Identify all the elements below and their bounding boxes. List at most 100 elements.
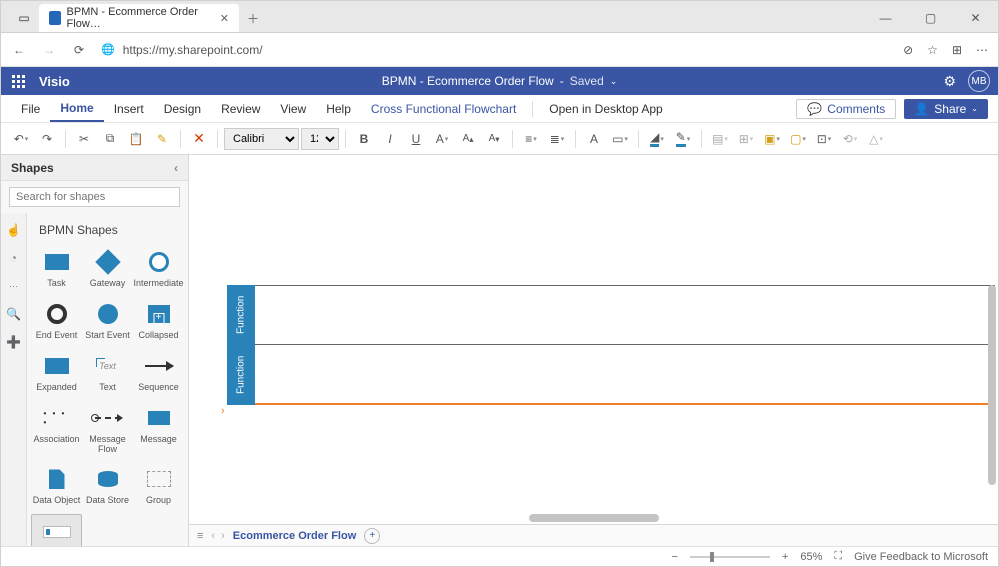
shape-task[interactable]: Task: [31, 245, 82, 293]
text-box-button[interactable]: A: [582, 127, 606, 151]
tab-help[interactable]: Help: [316, 95, 361, 122]
add-sheet-button[interactable]: +: [364, 528, 380, 544]
favorites-icon[interactable]: ☆: [927, 43, 938, 57]
shape-start-event[interactable]: Start Event: [82, 297, 133, 345]
shape-collapsed[interactable]: Collapsed: [133, 297, 184, 345]
feedback-link[interactable]: Give Feedback to Microsoft: [854, 551, 988, 563]
shape-end-event[interactable]: End Event: [31, 297, 82, 345]
rail-stencil-icon[interactable]: ◔: [5, 249, 23, 267]
format-painter-button[interactable]: ✎: [150, 127, 174, 151]
doc-title-group[interactable]: BPMN - Ecommerce Order Flow - Saved ⌄: [382, 74, 618, 88]
tab-review[interactable]: Review: [211, 95, 270, 122]
menu-icon[interactable]: ⋯: [976, 43, 988, 57]
back-button[interactable]: ←: [11, 43, 27, 57]
lane-1-body[interactable]: [255, 285, 995, 345]
lane-2-header[interactable]: Function: [227, 345, 255, 405]
collections-icon[interactable]: ⊞: [952, 43, 962, 57]
align-v-button[interactable]: ≣: [545, 127, 569, 151]
sheet-tab-active[interactable]: Ecommerce Order Flow: [233, 530, 357, 542]
rail-search-icon[interactable]: 🔍: [5, 305, 23, 323]
rail-quick-icon[interactable]: ☝: [5, 221, 23, 239]
shape-intermediate[interactable]: Intermediate: [133, 245, 184, 293]
zoom-slider[interactable]: [690, 556, 770, 558]
open-desktop-link[interactable]: Open in Desktop App: [539, 95, 672, 122]
tracking-icon[interactable]: ⊘: [903, 43, 913, 57]
refresh-button[interactable]: ⟳: [71, 43, 87, 57]
collapse-panel-icon[interactable]: ‹: [174, 161, 178, 175]
delete-button[interactable]: ✕: [187, 127, 211, 151]
rotate-button[interactable]: ⟲: [838, 127, 862, 151]
zoom-in-button[interactable]: +: [782, 551, 788, 563]
browser-tab-active[interactable]: BPMN - Ecommerce Order Flow… ✕: [39, 4, 239, 32]
new-tab-button[interactable]: ＋: [239, 4, 267, 32]
underline-button[interactable]: U: [404, 127, 428, 151]
tab-design[interactable]: Design: [154, 95, 211, 122]
cut-button[interactable]: ✂: [72, 127, 96, 151]
redo-button[interactable]: ↷: [35, 127, 59, 151]
paste-button[interactable]: 📋: [124, 127, 148, 151]
shape-group[interactable]: Group: [133, 462, 184, 510]
change-shape-button[interactable]: △: [864, 127, 888, 151]
rail-add-icon[interactable]: ➕: [5, 333, 23, 351]
line-color-button[interactable]: ✎: [671, 127, 695, 151]
selection-handle-icon[interactable]: ›: [221, 405, 225, 417]
fit-page-icon[interactable]: ⛶: [834, 550, 842, 563]
shape-association[interactable]: • • • •Association: [31, 401, 82, 459]
fill-color-button[interactable]: ◢: [645, 127, 669, 151]
lane-1-header[interactable]: Function: [227, 285, 255, 345]
user-avatar[interactable]: MB: [968, 70, 990, 92]
rail-more-icon[interactable]: ⋯: [5, 277, 23, 295]
settings-icon[interactable]: ⚙: [943, 73, 956, 90]
close-tab-icon[interactable]: ✕: [220, 12, 229, 25]
shape-data-store[interactable]: Data Store: [82, 462, 133, 510]
canvas[interactable]: Function Function › ≡ ‹ › Ecommerce Orde…: [189, 155, 998, 546]
shrink-font-button[interactable]: A▾: [482, 127, 506, 151]
shape-button[interactable]: ▭: [608, 127, 632, 151]
tab-cross-functional[interactable]: Cross Functional Flowchart: [361, 95, 526, 122]
zoom-level[interactable]: 65%: [800, 551, 822, 563]
copy-button[interactable]: ⧉: [98, 127, 122, 151]
swimlane-pool[interactable]: Function Function: [227, 285, 255, 405]
horizontal-scrollbar[interactable]: [529, 514, 659, 522]
font-size-select[interactable]: 12: [301, 128, 339, 150]
app-launcher-icon[interactable]: [1, 67, 35, 95]
shape-gateway[interactable]: Gateway: [82, 245, 133, 293]
undo-button[interactable]: ↶: [9, 127, 33, 151]
vertical-scrollbar[interactable]: [988, 285, 996, 485]
lane-2-body[interactable]: [255, 345, 995, 405]
forward-button[interactable]: →: [41, 43, 57, 57]
align-h-button[interactable]: ≡: [519, 127, 543, 151]
align-objects-button[interactable]: ▤: [708, 127, 732, 151]
shape-data-object[interactable]: Data Object: [31, 462, 82, 510]
shape-expanded[interactable]: Expanded: [31, 349, 82, 397]
sheet-menu-icon[interactable]: ≡: [197, 530, 203, 542]
font-color-button[interactable]: A: [430, 127, 454, 151]
font-family-select[interactable]: Calibri: [224, 128, 299, 150]
site-info-icon[interactable]: 🌐: [101, 43, 115, 56]
tab-insert[interactable]: Insert: [104, 95, 154, 122]
shape-message-flow[interactable]: Message Flow: [82, 401, 133, 459]
url-input[interactable]: 🌐 https://my.sharepoint.com/: [101, 43, 889, 57]
minimize-button[interactable]: ―: [863, 4, 908, 32]
tab-home[interactable]: Home: [50, 95, 103, 122]
sheet-prev-icon[interactable]: ‹: [211, 530, 215, 542]
bring-front-button[interactable]: ▣: [760, 127, 784, 151]
send-back-button[interactable]: ▢: [786, 127, 810, 151]
bold-button[interactable]: B: [352, 127, 376, 151]
share-button[interactable]: 👤 Share ⌄: [904, 99, 988, 119]
search-shapes-input[interactable]: [9, 187, 180, 207]
group-button[interactable]: ⊡: [812, 127, 836, 151]
shape-text[interactable]: TextText: [82, 349, 133, 397]
tab-actions-icon[interactable]: ▭: [9, 4, 39, 32]
shape-pool-lane[interactable]: Pool / Lane: [31, 514, 82, 546]
position-button[interactable]: ⊞: [734, 127, 758, 151]
tab-view[interactable]: View: [270, 95, 316, 122]
maximize-button[interactable]: ▢: [908, 4, 953, 32]
tab-file[interactable]: File: [11, 95, 50, 122]
shape-message[interactable]: Message: [133, 401, 184, 459]
comments-button[interactable]: 💬 Comments: [796, 99, 896, 119]
sheet-next-icon[interactable]: ›: [221, 530, 225, 542]
zoom-out-button[interactable]: −: [672, 551, 678, 563]
close-window-button[interactable]: ✕: [953, 4, 998, 32]
shape-sequence[interactable]: Sequence: [133, 349, 184, 397]
